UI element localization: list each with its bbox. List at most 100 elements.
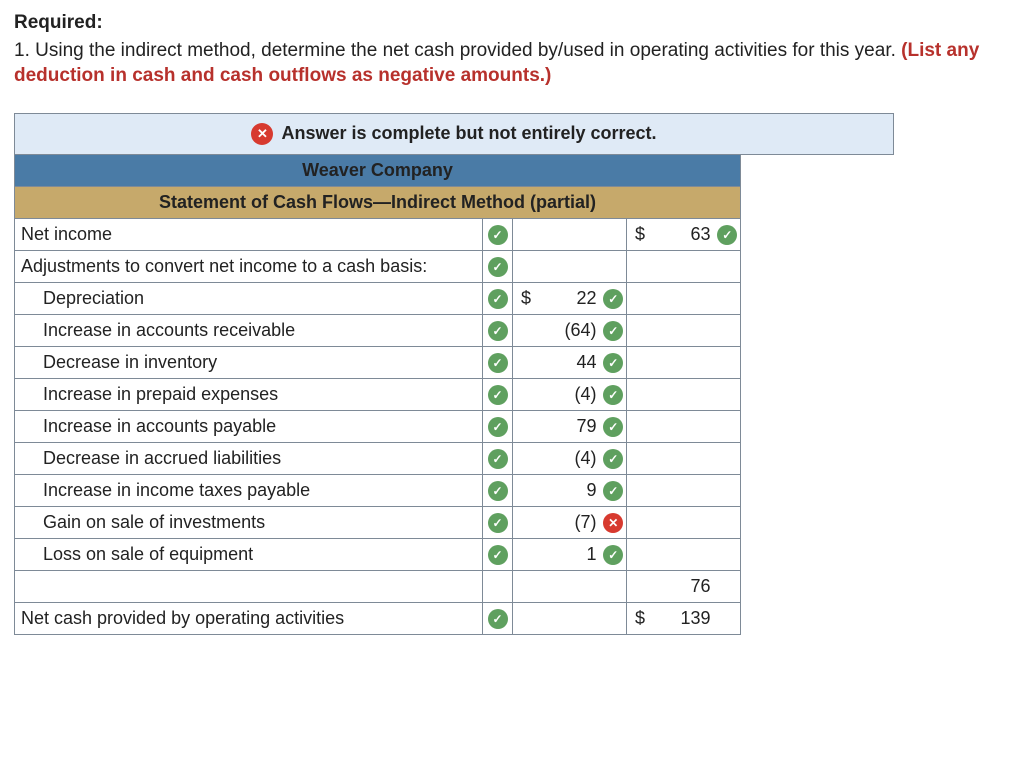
check-icon bbox=[603, 449, 623, 469]
amount-col1[interactable] bbox=[513, 570, 601, 602]
amount-col2[interactable] bbox=[627, 250, 715, 282]
col2-mark bbox=[715, 378, 741, 410]
check-icon bbox=[603, 545, 623, 565]
amount-col1[interactable]: 79 bbox=[513, 410, 601, 442]
check-icon bbox=[488, 481, 508, 501]
label-mark bbox=[483, 378, 513, 410]
check-icon bbox=[488, 417, 508, 437]
row-label[interactable]: Gain on sale of investments bbox=[15, 506, 483, 538]
amount-col1[interactable] bbox=[513, 250, 601, 282]
col2-mark bbox=[715, 218, 741, 250]
required-label: Required: bbox=[14, 10, 1010, 36]
row-label[interactable]: Increase in accounts receivable bbox=[15, 314, 483, 346]
row-label[interactable]: Loss on sale of equipment bbox=[15, 538, 483, 570]
amount-col2[interactable] bbox=[627, 506, 715, 538]
company-header: Weaver Company bbox=[15, 154, 741, 186]
question-text: 1. Using the indirect method, determine … bbox=[14, 38, 1010, 89]
amount-col1[interactable]: 1 bbox=[513, 538, 601, 570]
amount-col1[interactable]: (64) bbox=[513, 314, 601, 346]
row-label[interactable]: Net income bbox=[15, 218, 483, 250]
label-mark bbox=[483, 602, 513, 634]
answer-status-banner: Answer is complete but not entirely corr… bbox=[14, 113, 894, 155]
col2-mark bbox=[715, 506, 741, 538]
label-mark bbox=[483, 250, 513, 282]
amount-col2[interactable] bbox=[627, 314, 715, 346]
amount-col1[interactable]: (7) bbox=[513, 506, 601, 538]
amount-col2[interactable]: $63 bbox=[627, 218, 715, 250]
row-label[interactable] bbox=[15, 570, 483, 602]
col1-mark bbox=[601, 442, 627, 474]
row-label[interactable]: Decrease in accrued liabilities bbox=[15, 442, 483, 474]
col1-mark bbox=[601, 250, 627, 282]
label-mark bbox=[483, 410, 513, 442]
col2-mark bbox=[715, 602, 741, 634]
amount-col1[interactable]: (4) bbox=[513, 378, 601, 410]
check-icon bbox=[488, 449, 508, 469]
col2-mark bbox=[715, 474, 741, 506]
check-icon bbox=[488, 385, 508, 405]
amount-col2[interactable] bbox=[627, 410, 715, 442]
row-label[interactable]: Net cash provided by operating activitie… bbox=[15, 602, 483, 634]
amount-col1[interactable]: 44 bbox=[513, 346, 601, 378]
col1-mark bbox=[601, 570, 627, 602]
row-label[interactable]: Decrease in inventory bbox=[15, 346, 483, 378]
col1-mark bbox=[601, 602, 627, 634]
col2-mark bbox=[715, 314, 741, 346]
statement-title: Statement of Cash Flows—Indirect Method … bbox=[15, 186, 741, 218]
table-row: Net cash provided by operating activitie… bbox=[15, 602, 741, 634]
amount-col2[interactable] bbox=[627, 538, 715, 570]
row-label[interactable]: Adjustments to convert net income to a c… bbox=[15, 250, 483, 282]
amount-col2[interactable] bbox=[627, 442, 715, 474]
check-icon bbox=[603, 353, 623, 373]
amount-col2[interactable]: $139 bbox=[627, 602, 715, 634]
table-row: Increase in prepaid expenses (4) bbox=[15, 378, 741, 410]
label-mark bbox=[483, 218, 513, 250]
amount-col2[interactable]: 76 bbox=[627, 570, 715, 602]
table-row: 76 bbox=[15, 570, 741, 602]
amount-col2[interactable] bbox=[627, 346, 715, 378]
amount-col1[interactable]: 9 bbox=[513, 474, 601, 506]
check-icon bbox=[488, 225, 508, 245]
x-icon bbox=[251, 123, 273, 145]
label-mark bbox=[483, 346, 513, 378]
amount-col1[interactable]: $22 bbox=[513, 282, 601, 314]
col2-mark bbox=[715, 570, 741, 602]
amount-col2[interactable] bbox=[627, 282, 715, 314]
check-icon bbox=[488, 321, 508, 341]
amount-col2[interactable] bbox=[627, 474, 715, 506]
label-mark bbox=[483, 538, 513, 570]
table-row: Increase in accounts payable 79 bbox=[15, 410, 741, 442]
label-mark bbox=[483, 570, 513, 602]
table-row: Increase in accounts receivable (64) bbox=[15, 314, 741, 346]
col1-mark bbox=[601, 474, 627, 506]
table-row: Decrease in accrued liabilities (4) bbox=[15, 442, 741, 474]
col2-mark bbox=[715, 346, 741, 378]
col1-mark bbox=[601, 282, 627, 314]
row-label[interactable]: Increase in prepaid expenses bbox=[15, 378, 483, 410]
row-label[interactable]: Increase in income taxes payable bbox=[15, 474, 483, 506]
col2-mark bbox=[715, 538, 741, 570]
check-icon bbox=[717, 225, 737, 245]
check-icon bbox=[603, 385, 623, 405]
amount-col2[interactable] bbox=[627, 378, 715, 410]
amount-col1[interactable] bbox=[513, 218, 601, 250]
col1-mark bbox=[601, 506, 627, 538]
table-row: Decrease in inventory 44 bbox=[15, 346, 741, 378]
col2-mark bbox=[715, 442, 741, 474]
row-label[interactable]: Increase in accounts payable bbox=[15, 410, 483, 442]
table-row: Net income $63 bbox=[15, 218, 741, 250]
check-icon bbox=[488, 257, 508, 277]
amount-col1[interactable]: (4) bbox=[513, 442, 601, 474]
col1-mark bbox=[601, 378, 627, 410]
check-icon bbox=[488, 289, 508, 309]
table-row: Loss on sale of equipment 1 bbox=[15, 538, 741, 570]
col1-mark bbox=[601, 218, 627, 250]
check-icon bbox=[488, 545, 508, 565]
label-mark bbox=[483, 506, 513, 538]
amount-col1[interactable] bbox=[513, 602, 601, 634]
check-icon bbox=[603, 481, 623, 501]
x-icon bbox=[603, 513, 623, 533]
row-label[interactable]: Depreciation bbox=[15, 282, 483, 314]
col2-mark bbox=[715, 410, 741, 442]
label-mark bbox=[483, 442, 513, 474]
